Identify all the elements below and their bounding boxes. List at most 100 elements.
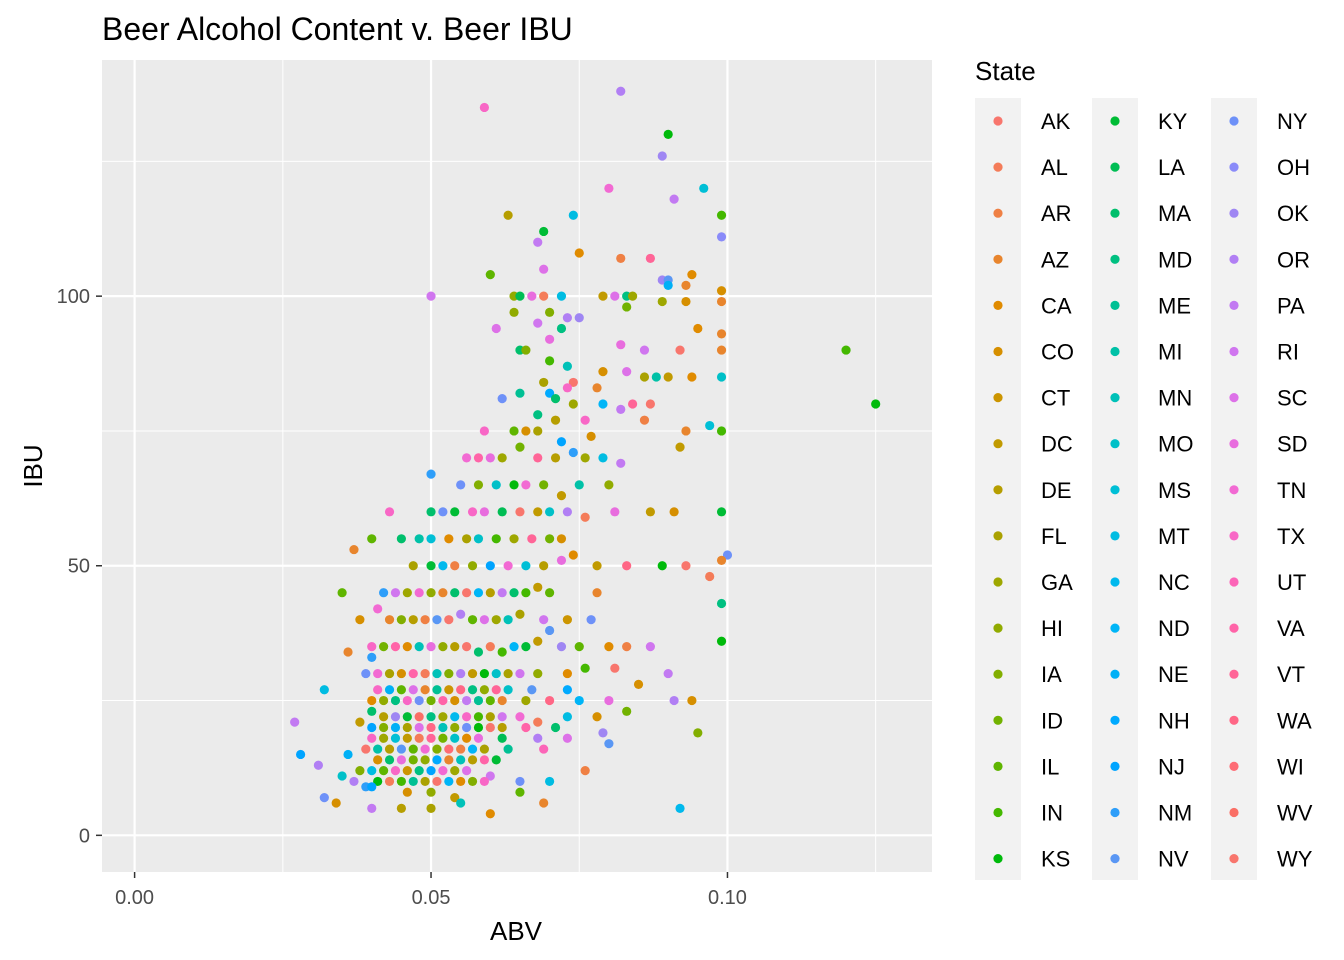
x-axis-title: ABV [490,916,543,946]
data-point [485,722,495,733]
legend-label-ca: CA [1041,293,1072,318]
data-point [556,491,567,501]
legend-label-ky: KY [1158,109,1188,134]
data-point [456,609,466,619]
data-point [414,642,424,652]
legend-label-fl: FL [1041,524,1067,549]
data-point [515,776,525,787]
data-point [574,642,584,652]
data-point [349,776,359,787]
legend-key-al [993,162,1003,172]
data-point [657,151,667,161]
data-point [521,480,531,490]
legend-title: State [975,56,1036,86]
data-point [467,561,478,571]
data-point [473,722,484,733]
data-point [681,426,691,436]
data-point [396,615,406,625]
data-point [616,253,626,264]
data-point [467,755,478,765]
x-tick-label: 0.05 [412,887,451,909]
data-point [379,695,389,706]
legend-key-nd [1110,623,1120,633]
data-point [444,776,454,787]
data-point [491,480,501,490]
data-point [462,766,472,776]
data-point [420,776,430,787]
data-point [533,668,543,679]
data-point [414,733,424,743]
data-point [497,507,507,517]
data-point [503,744,513,754]
data-point [479,507,489,517]
data-point [521,561,531,571]
data-point [379,733,389,743]
data-point [716,329,727,339]
data-point [319,792,329,803]
data-point [716,286,727,296]
data-point [438,722,448,733]
data-point [497,453,507,463]
data-point [550,453,561,463]
data-point [503,685,513,695]
data-point [479,426,489,436]
data-point [467,776,478,787]
legend-label-tx: TX [1277,524,1305,549]
data-point [355,717,365,727]
data-point [515,507,525,517]
data-point [545,695,555,706]
legend-key-hi [993,623,1003,633]
legend-label-me: ME [1158,293,1191,318]
data-point [598,453,608,463]
data-point [515,609,525,619]
data-point [580,415,590,425]
data-point [592,383,602,393]
data-point [479,776,489,787]
data-point [467,685,478,695]
data-point [426,561,436,571]
data-points [290,86,881,819]
legend-label-al: AL [1041,155,1068,180]
data-point [438,712,448,722]
data-point [290,717,300,727]
data-point [716,232,727,242]
data-point [438,507,448,517]
data-point [574,313,584,323]
data-point [426,733,436,743]
data-point [408,615,418,625]
data-point [562,733,572,743]
data-point [598,728,608,738]
data-point [384,668,395,679]
data-point [687,372,697,382]
data-point [533,453,543,463]
legend-label-wa: WA [1277,708,1312,733]
data-point [408,561,418,571]
data-point [390,722,401,733]
legend-label-or: OR [1277,247,1310,272]
data-point [473,647,484,657]
data-point [361,744,371,754]
data-point [396,534,406,544]
legend-key-nc [1110,577,1120,587]
x-tick-label: 0.00 [115,887,154,909]
data-point [580,453,590,463]
data-point [699,183,709,193]
legend-key-ma [1110,208,1120,218]
data-point [527,685,537,695]
data-point [438,642,448,652]
data-point [485,771,495,781]
data-point [337,588,347,598]
data-point [450,507,460,517]
data-point [450,588,460,598]
data-point [473,733,484,743]
legend-label-wy: WY [1277,847,1313,872]
data-point [373,755,383,765]
data-point [402,695,412,706]
data-point [426,722,436,733]
data-point [450,766,460,776]
data-point [633,679,644,689]
data-point [639,345,650,355]
data-point [705,571,715,582]
legend-label-la: LA [1158,155,1185,180]
data-point [473,534,484,544]
